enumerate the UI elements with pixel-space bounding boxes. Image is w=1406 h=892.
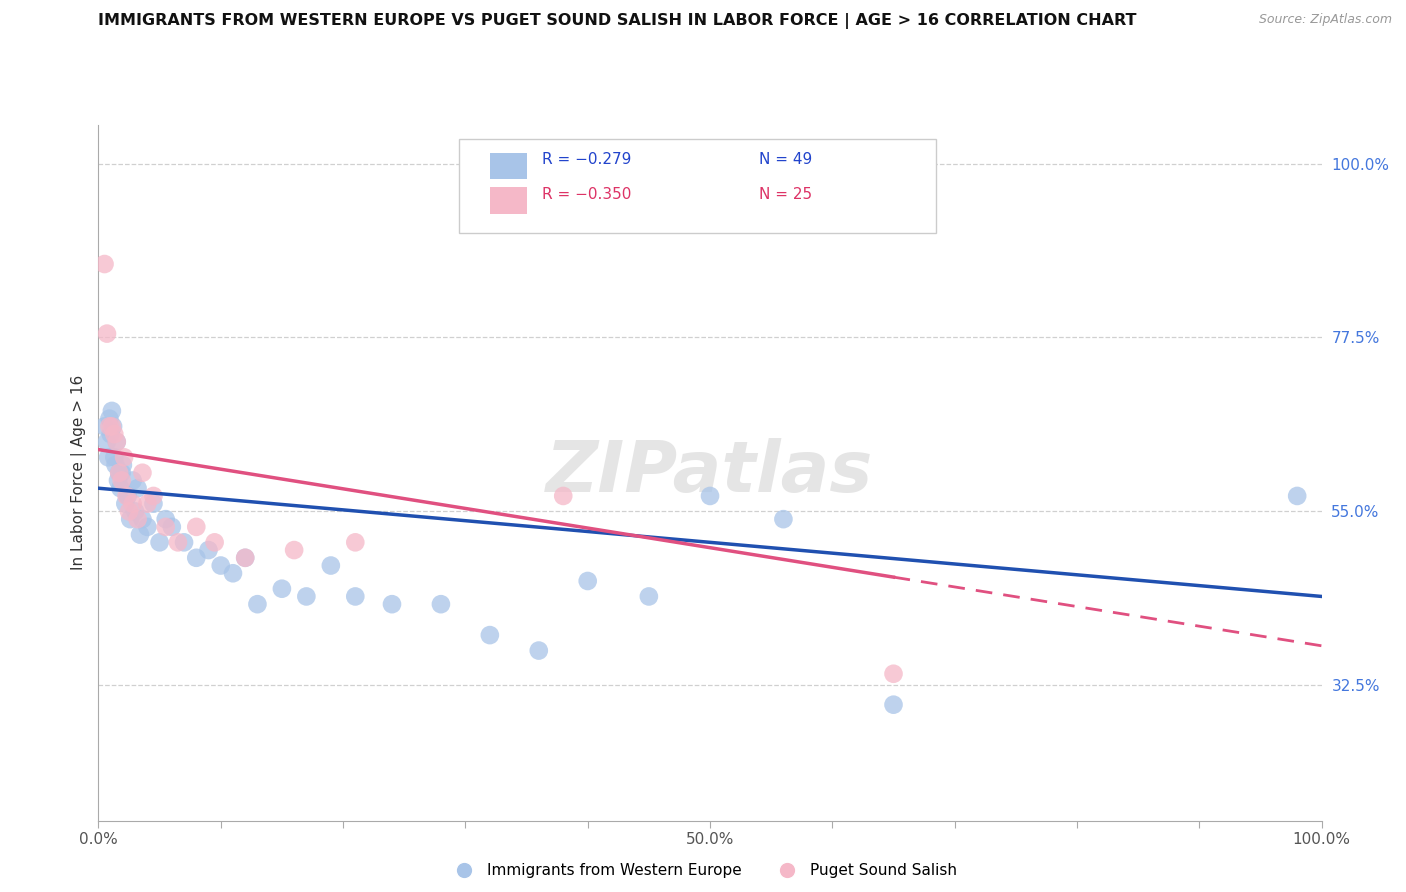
Text: R = −0.279: R = −0.279: [543, 153, 631, 167]
Point: [105, 434, 128, 449]
Point: [142, 497, 165, 511]
Text: N = 25: N = 25: [759, 187, 813, 202]
Point: [344, 590, 367, 604]
Point: [98, 419, 121, 434]
Legend: Immigrants from Western Europe, Puget Sound Salish: Immigrants from Western Europe, Puget So…: [443, 857, 963, 884]
Point: [233, 550, 256, 565]
Y-axis label: In Labor Force | Age > 16: In Labor Force | Age > 16: [72, 376, 87, 570]
Point: [114, 497, 136, 511]
Point: [222, 566, 245, 581]
Point: [124, 504, 146, 518]
Point: [204, 535, 226, 549]
Point: [98, 411, 121, 425]
Point: [129, 527, 152, 541]
Point: [117, 489, 139, 503]
Point: [381, 597, 404, 611]
Point: [93, 257, 115, 271]
Point: [576, 574, 599, 588]
FancyBboxPatch shape: [489, 187, 526, 214]
Point: [478, 628, 501, 642]
Point: [155, 520, 177, 534]
Point: [638, 590, 661, 604]
Point: [101, 419, 124, 434]
Point: [100, 427, 122, 442]
Point: [107, 474, 129, 488]
Point: [295, 590, 318, 604]
Point: [149, 535, 172, 549]
Point: [96, 434, 118, 449]
Text: N = 49: N = 49: [759, 153, 813, 167]
Point: [105, 434, 128, 449]
Point: [118, 504, 141, 518]
FancyBboxPatch shape: [460, 139, 936, 233]
Point: [233, 550, 256, 565]
Point: [344, 535, 367, 549]
Point: [110, 481, 132, 495]
Point: [319, 558, 342, 573]
Point: [127, 481, 149, 495]
Point: [155, 512, 177, 526]
Point: [209, 558, 232, 573]
FancyBboxPatch shape: [489, 153, 526, 179]
Point: [131, 466, 153, 480]
Point: [97, 450, 120, 465]
Point: [108, 466, 131, 480]
Point: [121, 474, 143, 488]
Point: [883, 666, 905, 681]
Point: [246, 597, 269, 611]
Point: [160, 520, 183, 534]
Point: [127, 512, 149, 526]
Point: [103, 450, 125, 465]
Point: [1286, 489, 1309, 503]
Point: [121, 497, 143, 511]
Text: Source: ZipAtlas.com: Source: ZipAtlas.com: [1258, 13, 1392, 27]
Point: [101, 404, 124, 418]
Point: [173, 535, 195, 549]
Text: ZIPatlas: ZIPatlas: [547, 438, 873, 508]
Point: [186, 550, 208, 565]
Point: [270, 582, 294, 596]
Point: [104, 458, 127, 472]
Point: [111, 474, 134, 488]
Point: [96, 326, 118, 341]
Point: [553, 489, 575, 503]
Point: [699, 489, 721, 503]
Point: [101, 419, 124, 434]
Point: [186, 520, 208, 534]
Text: IMMIGRANTS FROM WESTERN EUROPE VS PUGET SOUND SALISH IN LABOR FORCE | AGE > 16 C: IMMIGRANTS FROM WESTERN EUROPE VS PUGET …: [98, 13, 1137, 29]
Point: [167, 535, 190, 549]
Point: [142, 489, 165, 503]
Point: [283, 543, 305, 558]
Point: [111, 458, 134, 472]
Point: [197, 543, 219, 558]
Point: [136, 497, 159, 511]
Point: [112, 450, 135, 465]
Point: [103, 427, 125, 442]
Point: [772, 512, 794, 526]
Point: [131, 512, 153, 526]
Point: [120, 512, 142, 526]
Point: [430, 597, 453, 611]
Point: [136, 520, 159, 534]
Text: R = −0.350: R = −0.350: [543, 187, 631, 202]
Point: [111, 466, 134, 480]
Point: [115, 489, 138, 503]
Point: [93, 419, 115, 434]
Point: [108, 466, 131, 480]
Point: [527, 643, 550, 657]
Point: [883, 698, 905, 712]
